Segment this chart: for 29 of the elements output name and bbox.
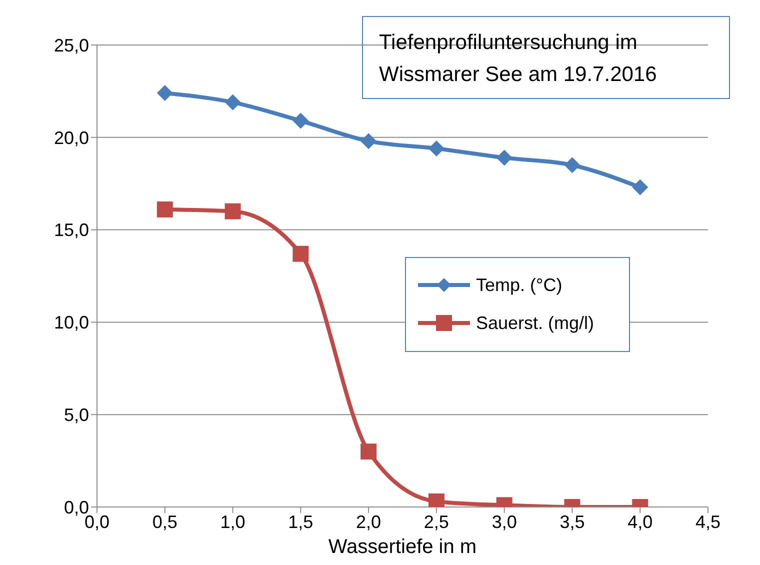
point — [632, 179, 648, 196]
x-tick-label: 3,5 — [560, 512, 585, 532]
point — [496, 150, 512, 166]
y-tick-label: 15,0 — [54, 220, 89, 240]
point — [156, 85, 173, 102]
x-axis-title: Wassertiefe in m — [327, 536, 478, 559]
legend-label: Sauerst. (mg/l) — [476, 312, 594, 334]
point — [292, 112, 309, 129]
x-tick-label: 4,5 — [695, 512, 721, 532]
y-tick-label: 10,0 — [54, 312, 89, 333]
y-tick-label: 5,0 — [64, 404, 89, 425]
chart-title: Tiefenprofiluntersuchung im Wissmarer See am 19.7.2016 — [362, 16, 730, 99]
point — [428, 140, 444, 156]
y-tick-label: 25,0 — [54, 35, 89, 56]
x-tick-label: 4,0 — [628, 512, 653, 532]
point — [292, 246, 309, 262]
x-tick-label: 2,5 — [424, 512, 449, 532]
point — [360, 133, 377, 150]
x-tick-label: 1,5 — [288, 512, 314, 532]
x-tick-label: 1,0 — [220, 512, 246, 532]
x-tick-label: 2,0 — [356, 512, 382, 532]
point — [224, 94, 241, 110]
point — [156, 201, 173, 218]
x-tick-label: 0,5 — [152, 512, 178, 532]
point — [224, 203, 241, 220]
point — [564, 157, 580, 174]
y-tick-label: 20,0 — [54, 128, 89, 148]
x-tick-label: 3,0 — [492, 512, 517, 532]
legend-label: Temp. (°C) — [476, 274, 562, 296]
